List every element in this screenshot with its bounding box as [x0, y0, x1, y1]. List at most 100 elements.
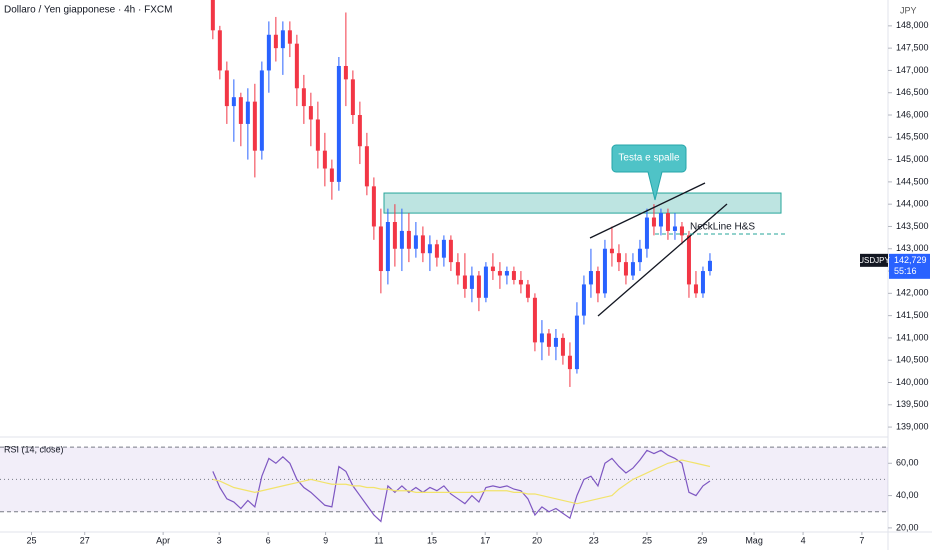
candle-body: [700, 271, 705, 294]
axes: 139,000 139,500 140,000 140,500 141,000 141,5…: [26, 20, 930, 545]
last-price-label: 142,729: [894, 255, 927, 265]
candle-body: [679, 226, 684, 236]
candle-body: [609, 248, 614, 254]
candle-body: [441, 239, 446, 258]
symbol-box: [860, 253, 888, 267]
countdown: 55:16: [894, 266, 917, 276]
x-tick-label: Mag: [745, 535, 763, 545]
x-tick-label: 4: [801, 535, 806, 545]
candle-body: [518, 279, 523, 285]
candle-body: [476, 275, 481, 298]
candle-body: [525, 284, 530, 298]
x-tick-label: 23: [589, 535, 599, 545]
candle-body: [504, 271, 509, 276]
x-tick-label: 25: [642, 535, 652, 545]
candle-body: [560, 337, 565, 356]
y-tick-label: 141,500: [896, 310, 929, 320]
neckline-label: NeckLine H&S: [690, 222, 755, 233]
y-tick-label: 140,500: [896, 355, 929, 365]
zone: [383, 192, 782, 214]
trend-line: [597, 203, 728, 317]
candle-body: [231, 97, 236, 107]
candle-body: [686, 235, 691, 285]
candle-body: [623, 262, 628, 276]
y-tick-label: 144,500: [896, 176, 929, 186]
y-tick-label: 147,500: [896, 43, 929, 53]
candle-body: [553, 337, 558, 347]
candle-body: [567, 355, 572, 370]
x-tick-label: 15: [427, 535, 437, 545]
candle-body: [616, 253, 621, 263]
candle-body: [658, 213, 663, 227]
y-tick-label: 143,000: [896, 243, 929, 253]
candle-body: [210, 0, 215, 31]
candle-body: [420, 235, 425, 254]
x-tick-label: Apr: [156, 535, 170, 545]
candle-body: [364, 146, 369, 187]
x-tick-label: 6: [266, 535, 271, 545]
candle-body: [217, 30, 222, 71]
candle-body: [574, 315, 579, 370]
y-tick-label: 143,500: [896, 221, 929, 231]
candle-body: [392, 222, 397, 249]
x-tick-label: 27: [80, 535, 90, 545]
candle-body: [630, 262, 635, 276]
candle-body: [308, 106, 313, 120]
candle-body: [483, 266, 488, 298]
rsi-tick-label: 40,00: [896, 490, 919, 500]
candle-body: [644, 217, 649, 249]
x-tick-label: 29: [697, 535, 707, 545]
candle-body: [329, 168, 334, 182]
candle-body: [315, 119, 320, 151]
candle-body: [336, 65, 341, 182]
candle-body: [672, 226, 677, 231]
candle-body: [665, 213, 670, 231]
rsi-title: RSI (14, close): [4, 444, 64, 454]
candle-body: [224, 70, 229, 107]
y-tick-label: 146,500: [896, 87, 929, 97]
candle-body: [651, 217, 656, 227]
candle-body: [469, 275, 474, 289]
x-tick-label: 7: [859, 535, 864, 545]
candle-body: [546, 333, 551, 347]
candle-body: [273, 34, 278, 49]
candle-body: [413, 235, 418, 249]
y-tick-label: 139,500: [896, 399, 929, 409]
candle-body: [602, 248, 607, 294]
candle-body: [539, 333, 544, 343]
last-price-box: [889, 253, 930, 279]
x-tick-label: 9: [323, 535, 328, 545]
symbol-label: USDJPY: [858, 256, 890, 265]
candle-body: [350, 79, 355, 116]
callout: [611, 144, 687, 201]
candle-body: [343, 65, 348, 80]
candle-body: [266, 34, 271, 71]
candle-body: [399, 230, 404, 249]
candle-body: [448, 239, 453, 263]
y-tick-label: 144,000: [896, 199, 929, 209]
candle-body: [357, 115, 362, 147]
callout-text: Testa e spalle: [618, 153, 680, 164]
y-tick-label: 146,000: [896, 109, 929, 119]
candle-body: [588, 271, 593, 285]
candle-body: [427, 244, 432, 254]
y-tick-label: 141,000: [896, 332, 929, 342]
rsi-tick-label: 60,00: [896, 458, 919, 468]
candle-body: [595, 271, 600, 294]
candle-body: [490, 266, 495, 272]
y-tick-label: 139,000: [896, 421, 929, 431]
currency: JPY: [900, 5, 917, 15]
candle-body: [252, 101, 257, 151]
candle-body: [406, 230, 411, 249]
candle-body: [280, 30, 285, 49]
rsi-line: [212, 449, 711, 523]
y-tick-label: 145,000: [896, 154, 929, 164]
price-pane: [210, 0, 782, 387]
trend-line: [589, 182, 706, 239]
candle-body: [434, 244, 439, 258]
x-tick-label: 25: [26, 535, 36, 545]
x-tick-label: 20: [532, 535, 542, 545]
candle-body: [462, 275, 467, 289]
